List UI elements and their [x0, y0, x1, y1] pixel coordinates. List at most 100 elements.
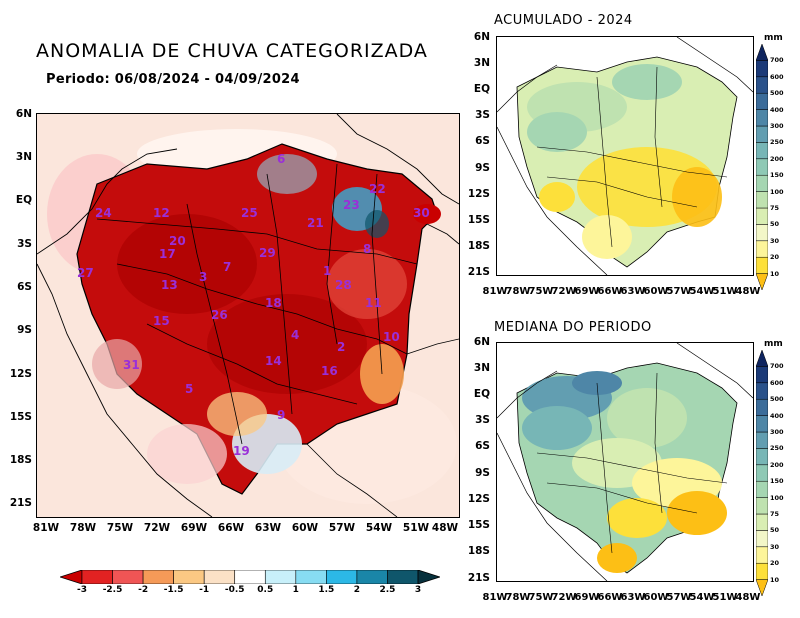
median-y-tick: EQ: [473, 388, 490, 400]
basin-label: 17: [159, 247, 176, 261]
accum-x-tick: 66W: [597, 286, 623, 297]
precip-scale-label: 600: [770, 72, 784, 81]
basin-label: 19: [233, 444, 250, 458]
median-y-tick: 12S: [467, 493, 490, 505]
median-x-tick: 69W: [574, 592, 600, 603]
accum-x-tick: 63W: [620, 286, 646, 297]
accum-y-tick: 12S: [467, 188, 490, 200]
precip-scale-label: 75: [770, 204, 780, 212]
main-y-tick: 6S: [17, 281, 32, 293]
anomaly-colorbar: [60, 570, 440, 584]
basin-label: 18: [265, 296, 282, 310]
precip-scale-label: 300: [770, 428, 784, 436]
main-x-tick: 54W: [365, 522, 393, 534]
accum-y-tick: 21S: [467, 266, 490, 278]
colorbar-tick-label: -1.5: [163, 585, 184, 595]
main-x-tick: 57W: [328, 522, 356, 534]
precip-scale-label: 30: [770, 542, 780, 551]
precip-scale-cell: [756, 464, 768, 482]
accum-x-tick: 60W: [643, 286, 669, 297]
basin-label: 25: [241, 206, 258, 220]
accum-y-tick: 3N: [473, 57, 490, 69]
precip-scale-label: 20: [770, 253, 780, 262]
main-map-title: ANOMALIA DE CHUVA CATEGORIZADA: [36, 40, 428, 62]
median-y-tick: 6S: [475, 440, 490, 452]
precip-scale-label: 150: [770, 477, 784, 486]
main-y-tick: 9S: [17, 324, 32, 336]
precip-scale-cell: [756, 44, 768, 61]
precip-scale-cell: [756, 207, 768, 225]
main-y-tick: 3N: [15, 151, 32, 163]
precip-scale-cell: [756, 350, 768, 367]
median-x-tick: 57W: [666, 592, 692, 603]
accum-x-tick: 78W: [505, 286, 531, 297]
precip-scale-cell: [756, 109, 768, 127]
main-x-tick: 69W: [180, 522, 208, 534]
precip-scale-label: 500: [770, 395, 784, 404]
precip-scale-cell: [756, 382, 768, 400]
main-x-tick: 66W: [217, 522, 245, 534]
precip-scale-label: 100: [770, 187, 784, 196]
colorbar-tick-label: 0.5: [257, 585, 274, 595]
median-y-tick: 9S: [475, 467, 490, 479]
accum-x-tick: 54W: [689, 286, 715, 297]
precip-scale-cell: [756, 60, 768, 78]
accum-x-tick: 51W: [712, 286, 738, 297]
precip-scale-label: 10: [770, 269, 780, 278]
precip-scale-label: 400: [770, 105, 784, 114]
accum-x-tick: 75W: [528, 286, 554, 297]
colorbar-tick-label: 1: [292, 585, 299, 595]
main-y-tick: 3S: [17, 238, 32, 250]
precip-scale-cell: [756, 240, 768, 258]
precip-scale-label: 50: [770, 526, 780, 535]
accum-x-tick: 48W: [735, 286, 761, 297]
colorbar-cell: [295, 570, 327, 584]
colorbar-tick-label: -2: [138, 585, 149, 595]
colorbar-cell: [203, 570, 236, 584]
median-x-tick: 60W: [643, 592, 669, 603]
precip-scale-label: 150: [770, 171, 784, 180]
main-x-tick: 48W: [431, 522, 459, 534]
basin-label: 29: [259, 246, 276, 260]
basin-label: 30: [413, 206, 430, 220]
accum-x-tick: 72W: [551, 286, 577, 297]
accum-map-canvas: [497, 37, 753, 275]
basin-label: 8: [363, 242, 372, 256]
accum-precip-scale: 10 20 30 50 75 100 150 200 250 300 400 500 600 700: [756, 44, 784, 290]
median-x-tick: 63W: [620, 592, 646, 603]
precip-scale-cell: [756, 158, 768, 176]
basin-label: 6: [277, 152, 286, 166]
colorbar-tick-label: -3: [77, 585, 87, 595]
colorbar-cell: [234, 570, 266, 584]
accum-panel-title: ACUMULADO - 2024: [494, 13, 633, 28]
accum-x-tick: 81W: [482, 286, 508, 297]
main-x-tick: 78W: [69, 522, 97, 534]
precip-scale-label: 75: [770, 510, 780, 518]
precip-scale-cell: [756, 546, 768, 564]
precip-scale-cell: [756, 224, 768, 242]
main-x-tick: 81W: [32, 522, 60, 534]
basin-label: 1: [323, 264, 332, 278]
basin-label: 31: [123, 358, 140, 372]
median-x-tick: 78W: [505, 592, 531, 603]
median-precip-scale: 10 20 30 50 75 100 150 200 250 300 400 500 600 700: [756, 350, 784, 596]
colorbar-cell: [173, 570, 205, 584]
main-x-tick: 63W: [254, 522, 282, 534]
basin-label: 15: [153, 314, 170, 328]
accum-x-tick: 69W: [574, 286, 600, 297]
median-panel-title: MEDIANA DO PERIODO: [494, 320, 652, 335]
main-map-canvas: [37, 114, 459, 517]
basin-label: 5: [185, 382, 194, 396]
colorbar-tick-label: -0.5: [224, 585, 245, 595]
basin-label: 27: [77, 266, 94, 280]
colorbar-tick-label: 1.5: [318, 585, 335, 595]
basin-label: 14: [265, 354, 282, 368]
precip-scale-label: 400: [770, 411, 784, 420]
precip-scale-label: 500: [770, 89, 784, 98]
median-x-tick: 66W: [597, 592, 623, 603]
median-y-tick: 18S: [467, 545, 490, 557]
accum-y-tick: 18S: [467, 240, 490, 252]
accum-y-tick: 9S: [475, 162, 490, 174]
precip-scale-label: 50: [770, 220, 780, 229]
basin-label: 21: [307, 216, 324, 230]
